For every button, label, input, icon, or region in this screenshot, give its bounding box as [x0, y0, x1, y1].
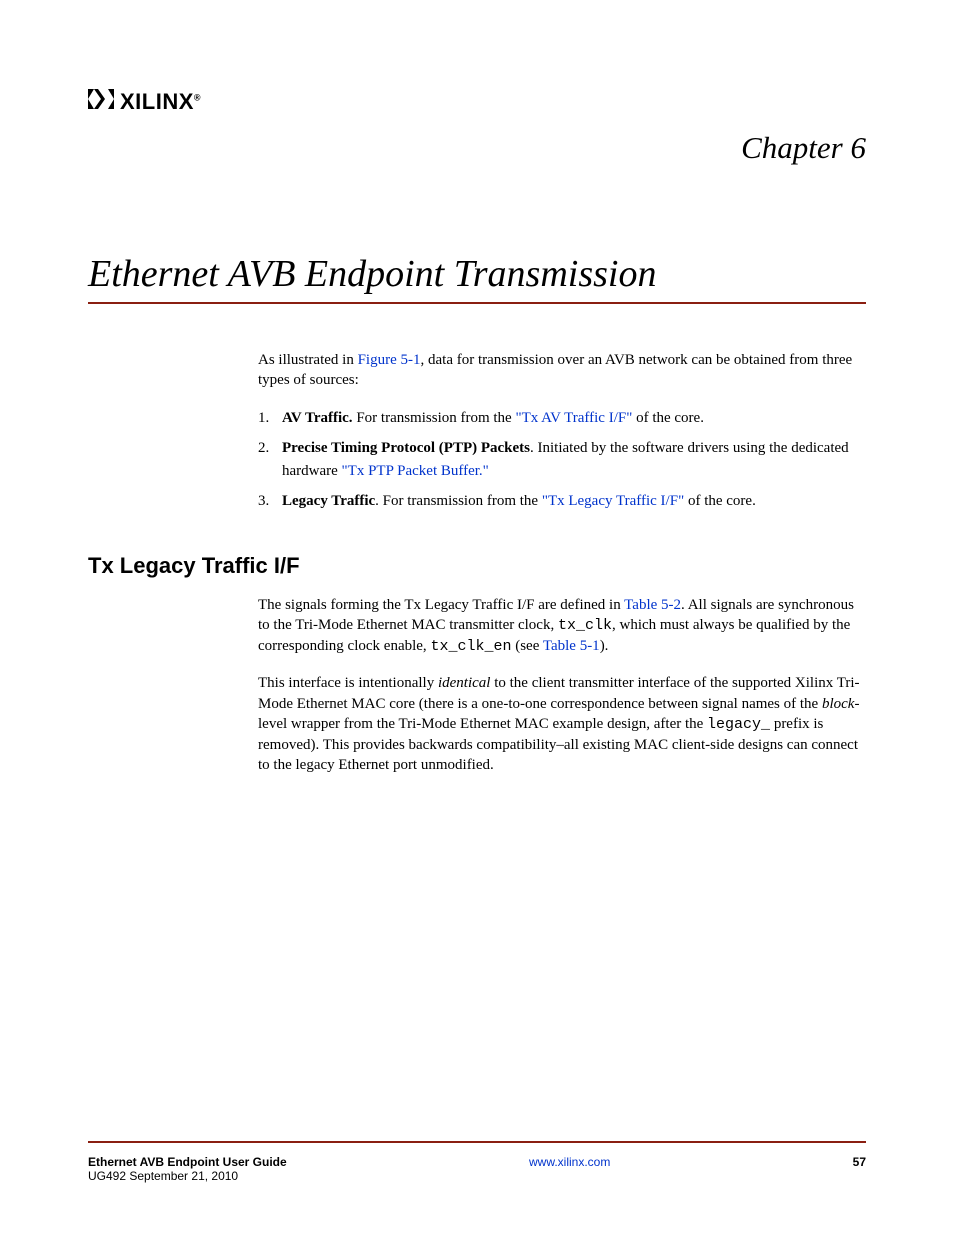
footer-rule: [88, 1141, 866, 1143]
list-body: Precise Timing Protocol (PTP) Packets. I…: [282, 437, 866, 482]
footer-title: Ethernet AVB Endpoint User Guide: [88, 1155, 287, 1169]
list-bold: AV Traffic.: [282, 410, 353, 426]
list-text: of the core.: [684, 493, 756, 509]
italic-text: block: [822, 696, 854, 712]
table-link[interactable]: Table 5-2: [624, 597, 681, 613]
footer-docid: UG492 September 21, 2010: [88, 1169, 287, 1183]
xilinx-logo: XILINX®: [88, 88, 866, 116]
list-number: 3.: [258, 490, 282, 513]
list-text: . For transmission from the: [375, 493, 542, 509]
footer: Ethernet AVB Endpoint User Guide UG492 S…: [88, 1155, 866, 1183]
logo-text: XILINX®: [120, 89, 201, 115]
registered-icon: ®: [194, 93, 201, 103]
table-link[interactable]: Table 5-1: [543, 638, 600, 654]
p-text: This interface is intentionally: [258, 675, 438, 691]
list-body: Legacy Traffic. For transmission from th…: [282, 490, 866, 513]
section-p2: This interface is intentionally identica…: [258, 673, 866, 775]
buffer-link[interactable]: "Tx PTP Packet Buffer.": [342, 463, 489, 479]
p-text: (see: [511, 638, 542, 654]
list-item: 2. Precise Timing Protocol (PTP) Packets…: [258, 437, 866, 482]
section-heading: Tx Legacy Traffic I/F: [88, 553, 866, 579]
list-item: 3. Legacy Traffic. For transmission from…: [258, 490, 866, 513]
source-list: 1. AV Traffic. For transmission from the…: [258, 407, 866, 513]
p-text: The signals forming the Tx Legacy Traffi…: [258, 597, 624, 613]
list-number: 2.: [258, 437, 282, 482]
footer-left: Ethernet AVB Endpoint User Guide UG492 S…: [88, 1155, 287, 1183]
figure-link[interactable]: Figure 5-1: [358, 352, 421, 368]
code-text: tx_clk: [558, 617, 612, 634]
section-p1: The signals forming the Tx Legacy Traffi…: [258, 595, 866, 658]
page: XILINX® Chapter 6 Ethernet AVB Endpoint …: [0, 0, 954, 1235]
traffic-link[interactable]: "Tx AV Traffic I/F": [515, 410, 632, 426]
code-text: tx_clk_en: [430, 638, 511, 655]
list-text: of the core.: [632, 410, 704, 426]
list-number: 1.: [258, 407, 282, 430]
intro-paragraph: As illustrated in Figure 5-1, data for t…: [258, 350, 866, 391]
list-item: 1. AV Traffic. For transmission from the…: [258, 407, 866, 430]
logo-mark-icon: [88, 88, 114, 116]
list-bold: Precise Timing Protocol (PTP) Packets: [282, 440, 530, 456]
italic-text: identical: [438, 675, 491, 691]
legacy-link[interactable]: "Tx Legacy Traffic I/F": [542, 493, 684, 509]
code-text: legacy_: [707, 716, 770, 733]
list-bold: Legacy Traffic: [282, 493, 375, 509]
list-body: AV Traffic. For transmission from the "T…: [282, 407, 866, 430]
page-title: Ethernet AVB Endpoint Transmission: [88, 252, 866, 304]
footer-center: www.xilinx.com: [287, 1155, 853, 1169]
p-text: ).: [600, 638, 609, 654]
footer-url-link[interactable]: www.xilinx.com: [529, 1155, 610, 1169]
intro-pre: As illustrated in: [258, 352, 358, 368]
list-text: For transmission from the: [353, 410, 516, 426]
chapter-label: Chapter 6: [88, 130, 866, 166]
title-block: Ethernet AVB Endpoint Transmission: [88, 252, 866, 304]
footer-page-number: 57: [853, 1155, 866, 1169]
